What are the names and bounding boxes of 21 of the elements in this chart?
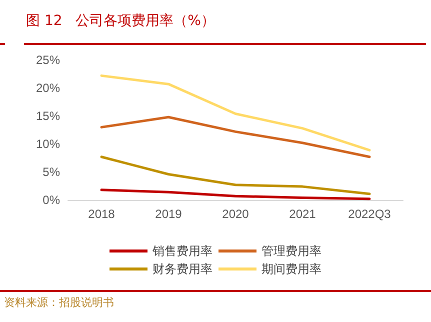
line-series [100,74,371,152]
y-tick-label: 25% [36,53,60,67]
y-tick-label: 15% [36,109,60,123]
text: 资料来源：招股说明书 [4,295,114,310]
y-tick-label: 10% [36,137,60,151]
line-series [100,156,371,196]
legend-label: 财务费用率 [152,262,212,276]
chart-title: 图 12 公司各项费用率（%） [26,12,215,30]
y-tick-label: 0% [42,193,60,207]
y-tick-label: 20% [36,81,60,95]
legend-label: 销售费用率 [152,244,212,258]
line-series [100,188,371,200]
legend-label: 管理费用率 [262,244,322,258]
y-tick-label: 5% [42,165,60,179]
x-tick-label: 2019 [155,207,182,221]
line-series [100,116,371,158]
x-tick-label: 2022Q3 [348,207,392,221]
x-tick-label: 2018 [88,207,116,221]
x-tick-label: 2020 [222,207,250,221]
legend-label: 期间费用率 [262,262,322,276]
x-tick-label: 2021 [289,207,316,221]
